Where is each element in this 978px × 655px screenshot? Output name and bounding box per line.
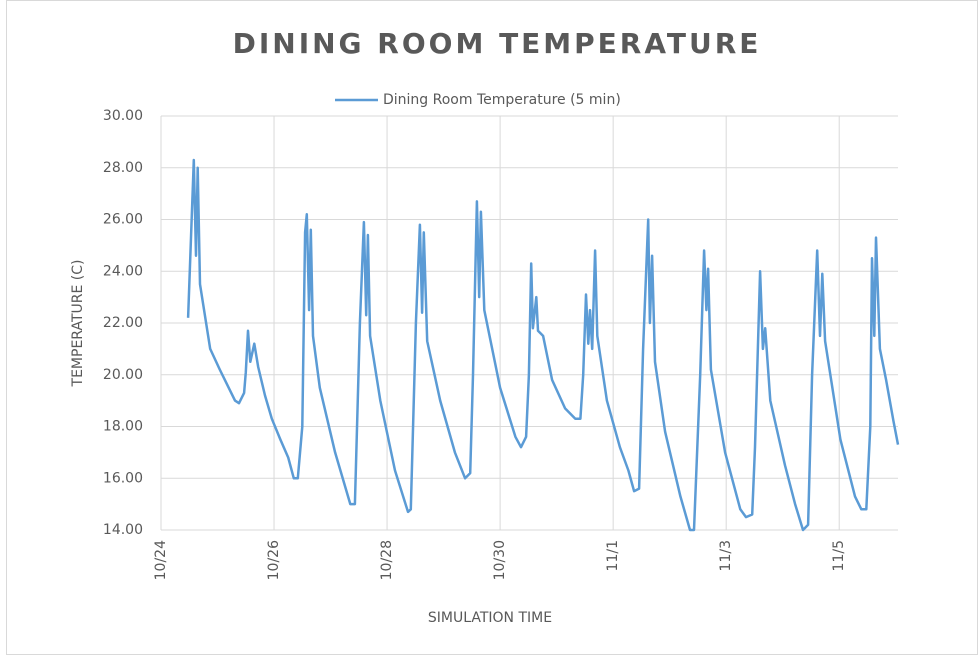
chart-title: DINING ROOM TEMPERATURE bbox=[233, 27, 762, 60]
x-tick-label: 10/28 bbox=[379, 540, 395, 580]
y-tick-label: 28.00 bbox=[103, 160, 143, 176]
y-tick-label: 18.00 bbox=[103, 419, 143, 435]
x-tick-label: 10/26 bbox=[266, 540, 282, 580]
y-tick-label: 22.00 bbox=[103, 315, 143, 331]
data-line bbox=[186, 158, 900, 532]
y-tick-label: 24.00 bbox=[103, 263, 143, 279]
x-tick-label: 11/3 bbox=[718, 540, 734, 571]
y-axis-title: TEMPERATURE (C) bbox=[70, 260, 86, 388]
x-tick-label: 10/24 bbox=[153, 540, 169, 580]
x-axis-title: SIMULATION TIME bbox=[428, 610, 552, 626]
y-tick-label: 30.00 bbox=[103, 108, 143, 124]
y-tick-label: 20.00 bbox=[103, 367, 143, 383]
y-tick-label: 16.00 bbox=[103, 470, 143, 486]
x-tick-label: 11/1 bbox=[605, 540, 621, 571]
x-tick-label: 10/30 bbox=[492, 540, 508, 580]
x-tick-label: 11/5 bbox=[831, 540, 847, 571]
legend-label: Dining Room Temperature (5 min) bbox=[383, 92, 621, 108]
y-tick-label: 14.00 bbox=[103, 522, 143, 538]
y-tick-label: 26.00 bbox=[103, 212, 143, 228]
chart-border bbox=[6, 0, 978, 655]
